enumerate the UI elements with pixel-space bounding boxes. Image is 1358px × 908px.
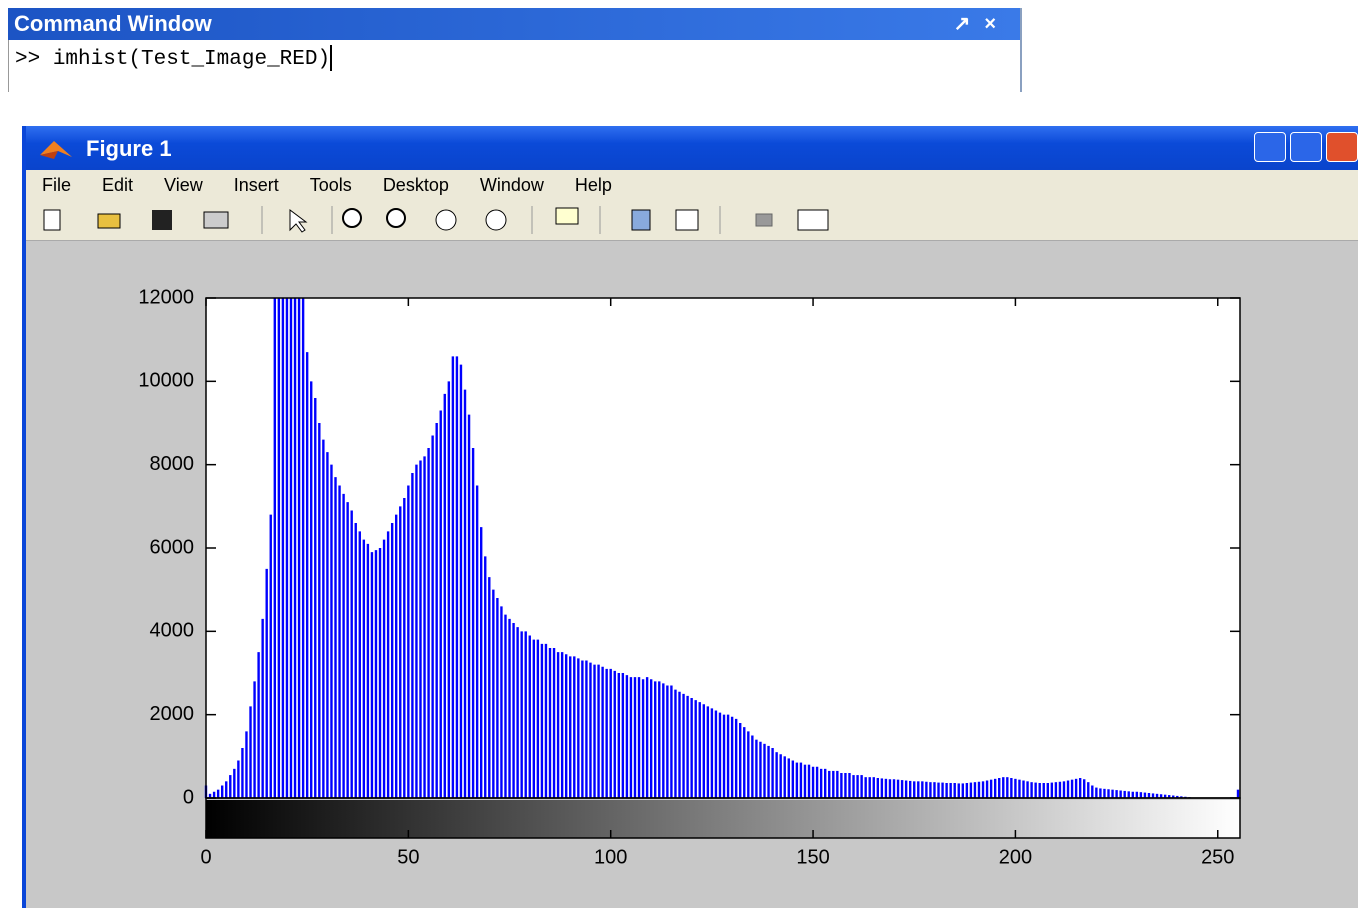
command-window-buttons[interactable]: ↗× [953, 13, 1010, 35]
menu-bar: File Edit View Insert Tools Desktop Window Help [26, 170, 1358, 200]
rotate-button[interactable] [485, 209, 507, 231]
save-button[interactable] [152, 210, 172, 230]
command-window-title-bar: Command Window ↗× [8, 8, 1020, 40]
new-button[interactable] [43, 209, 61, 231]
toolbar [26, 200, 1358, 241]
figure-title: Figure 1 [86, 136, 172, 161]
prompt: >> [15, 48, 41, 71]
command-text: imhist(Test_Image_RED) [52, 48, 331, 71]
colorbar-button[interactable] [631, 209, 651, 231]
menu-item[interactable]: Insert [233, 175, 279, 195]
select-button[interactable] [289, 209, 308, 233]
zoom-out-button[interactable] [386, 208, 406, 228]
caret [330, 45, 333, 72]
figure-window: Figure 1 File Edit View Insert Tools Desktop W… [22, 126, 1358, 908]
command-window-title: Command Window [14, 11, 212, 36]
data-cursor-button[interactable] [555, 207, 579, 225]
menu-item[interactable]: Desktop [382, 175, 449, 195]
menu-item[interactable]: Edit [102, 175, 134, 195]
menu-item[interactable]: Tools [309, 175, 352, 195]
figure-title-bar: Figure 1 [26, 126, 1358, 170]
legend-button[interactable] [675, 209, 699, 231]
show-tools-button[interactable] [797, 209, 829, 231]
matlab-icon [40, 141, 72, 159]
pan-button[interactable] [435, 209, 457, 231]
menu-item[interactable]: View [164, 175, 203, 195]
open-button[interactable] [97, 213, 121, 229]
hide-tools-button[interactable] [755, 213, 773, 227]
close-button[interactable] [1326, 132, 1358, 162]
command-window: Command Window ↗× >> imhist(Test_Image_R… [8, 8, 1022, 92]
menu-item[interactable]: Help [574, 175, 612, 195]
print-button[interactable] [203, 211, 229, 229]
toolbar-icons [43, 206, 829, 234]
zoom-in-button[interactable] [342, 208, 362, 228]
window-buttons [1254, 132, 1358, 162]
menu-item[interactable]: File [42, 175, 72, 195]
menu-item[interactable]: Window [479, 175, 544, 195]
command-line[interactable]: >> imhist(Test_Image_RED) [8, 40, 1020, 92]
minimize-button[interactable] [1254, 132, 1286, 162]
maximize-button[interactable] [1290, 132, 1322, 162]
